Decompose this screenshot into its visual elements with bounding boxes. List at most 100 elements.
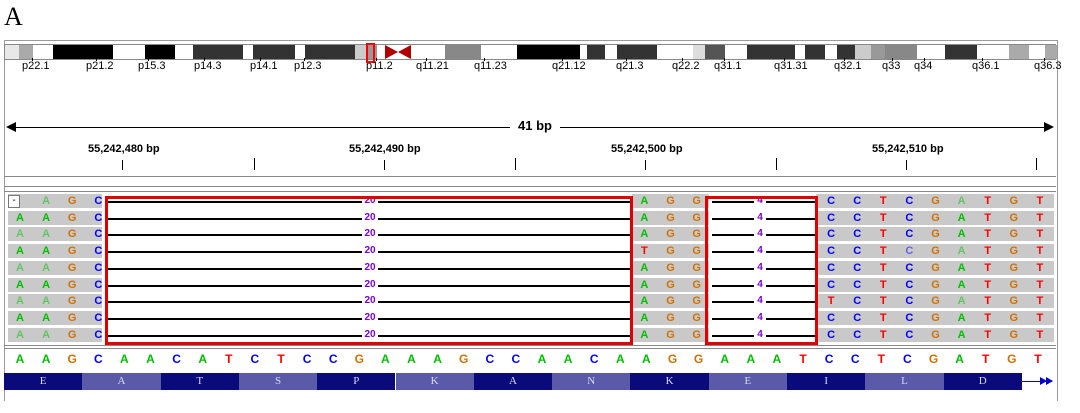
base-letter: G <box>692 228 701 241</box>
deletion-length-label: 20 <box>362 294 378 309</box>
base-letter: G <box>692 245 701 258</box>
ideogram-band <box>945 45 977 59</box>
panel-label: A <box>4 2 23 31</box>
base-letter: A <box>615 352 625 366</box>
base-letter: T <box>879 278 887 291</box>
ideogram-band-label: p22.1 <box>22 60 50 72</box>
base-letter: A <box>640 311 649 324</box>
base-letter: G <box>692 261 701 274</box>
ideogram-band <box>481 45 517 59</box>
read-row[interactable]: - A G C A G G C C T C G A T G T 20 4 <box>4 194 1056 208</box>
base-letter: C <box>903 352 912 366</box>
amino-acid-cell[interactable]: K <box>395 373 474 390</box>
base-letter: T <box>277 352 285 366</box>
base-letter: T <box>1036 195 1044 207</box>
read-row[interactable]: A A G C A G G C C T C G A T G T 20 4 <box>4 277 1056 292</box>
base-letter: A <box>772 352 782 366</box>
deletion-length-label: 20 <box>362 227 378 242</box>
current-region-marker[interactable] <box>366 43 375 63</box>
ruler-tick <box>906 160 907 170</box>
base-letter: A <box>146 352 155 366</box>
ideogram-band <box>445 45 481 59</box>
ideogram-band <box>33 45 53 59</box>
read-strand-marker: - <box>8 195 20 208</box>
base-letter: C <box>827 261 836 274</box>
base-letter: A <box>16 245 24 258</box>
amino-acid-cell[interactable]: P <box>317 373 396 390</box>
base-letter: T <box>1036 311 1044 324</box>
centromere-icon <box>385 45 398 59</box>
base-letter: G <box>931 295 940 308</box>
base-letter: A <box>640 328 649 341</box>
amino-acid-cell[interactable]: N <box>552 373 631 390</box>
read-row[interactable]: A A G C A G G C C T C G A T G T 20 4 <box>4 327 1056 342</box>
ideogram-band-label: p14.3 <box>194 60 222 72</box>
base-letter: A <box>16 328 24 341</box>
base-letter: C <box>94 195 103 207</box>
base-letter: G <box>1009 228 1019 241</box>
base-letter: G <box>931 328 940 341</box>
read-row[interactable]: A A G C A G G C C T C G A T G T 20 4 <box>4 310 1056 325</box>
base-letter: C <box>93 352 103 366</box>
ruler-tick <box>1036 158 1037 170</box>
ruler-tick <box>122 160 123 170</box>
ideogram-band <box>825 45 837 59</box>
ideogram-band <box>795 45 805 59</box>
base-letter: G <box>1009 311 1019 324</box>
deletion-length-label: 20 <box>362 260 378 275</box>
amino-acid-cell[interactable]: S <box>238 373 318 390</box>
position-label: 55,242,500 bp <box>611 143 683 155</box>
ruler-length: 41 bp <box>510 118 560 133</box>
base-letter: A <box>957 245 966 258</box>
base-letter: G <box>67 352 77 366</box>
amino-acid-cell[interactable]: E <box>4 373 83 390</box>
deletion-length-label: 20 <box>362 277 378 292</box>
read-row[interactable]: A A G C T G G C C T C G A T G T 20 4 <box>4 244 1056 259</box>
base-letter: T <box>1036 328 1044 341</box>
amino-acid-cell[interactable]: K <box>630 373 709 390</box>
base-letter: G <box>666 295 675 308</box>
amino-acid-cell[interactable]: A <box>473 373 553 390</box>
position-label: 55,242,510 bp <box>872 143 944 155</box>
amino-acid-cell[interactable]: D <box>943 373 1022 390</box>
base-letter: G <box>1007 352 1017 366</box>
ideogram-band-label: p11.2 <box>366 60 393 72</box>
base-letter: A <box>16 278 24 291</box>
base-letter: A <box>957 328 966 341</box>
amino-acid-cell[interactable]: E <box>708 373 787 390</box>
chromosome-ideogram[interactable] <box>4 43 1057 63</box>
base-letter: G <box>692 278 701 291</box>
amino-acid-cell[interactable]: L <box>865 373 944 390</box>
amino-acid-cell[interactable]: A <box>82 373 161 390</box>
deletion-length-label: 4 <box>754 310 766 325</box>
base-letter: G <box>692 211 701 224</box>
base-letter: A <box>640 261 649 274</box>
base-letter: G <box>666 311 675 324</box>
base-letter: T <box>984 311 992 324</box>
base-letter: G <box>67 311 77 324</box>
base-letter: C <box>905 228 914 241</box>
base-letter: C <box>485 352 495 366</box>
amino-acid-cell[interactable]: I <box>787 373 866 390</box>
ideogram-band-label: q21.12 <box>552 60 586 72</box>
read-row[interactable]: A A G C A G G C C T C G A T G T 20 4 <box>4 260 1056 275</box>
ideogram-band <box>587 45 605 59</box>
amino-acid-cell[interactable]: T <box>160 373 239 390</box>
base-letter: C <box>94 245 103 258</box>
deletion-length-label: 20 <box>362 310 378 325</box>
ideogram-band <box>193 45 243 59</box>
ideogram-band <box>977 45 1009 59</box>
ideogram-band <box>617 45 657 59</box>
base-letter: G <box>693 352 704 366</box>
base-letter: A <box>42 245 51 258</box>
read-row[interactable]: A A G C A G G T C T C G A T G T 20 4 <box>4 294 1056 309</box>
read-row[interactable]: A A G C A G G C C T C G A T G T 20 4 <box>4 210 1056 225</box>
base-letter: G <box>667 352 678 366</box>
base-letter: T <box>827 295 835 308</box>
base-letter: A <box>41 352 51 366</box>
base-letter: A <box>16 228 24 241</box>
position-label: 55,242,490 bp <box>349 143 421 155</box>
strand-arrow-icon <box>1046 377 1053 385</box>
read-row[interactable]: A A G C A G G C C T C G A T G T 20 4 <box>4 227 1056 242</box>
